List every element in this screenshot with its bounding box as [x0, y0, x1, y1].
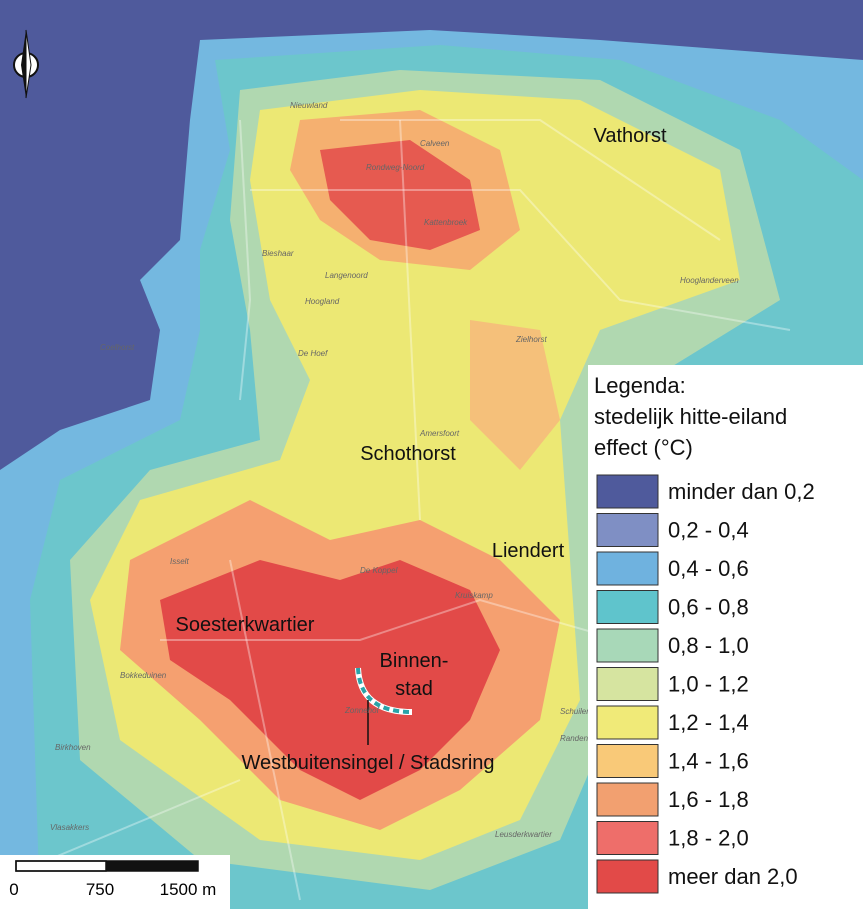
legend-label: 1,4 - 1,6 [668, 749, 749, 774]
legend-label: meer dan 2,0 [668, 864, 798, 889]
small-label: Rondweg-Noord [366, 163, 425, 172]
small-label: Kattenbroek [424, 218, 468, 227]
scale-label: 0 [9, 880, 18, 899]
legend-swatch [596, 667, 659, 701]
legend-swatch [596, 590, 659, 624]
place-label: Schothorst [360, 443, 456, 465]
zone-red [320, 140, 480, 250]
small-label: Leusderkwartier [495, 830, 552, 839]
legend: Legenda: stedelijk hitte-eiland effect (°C… [594, 373, 815, 894]
scale-label: 750 [86, 880, 114, 899]
legend-label: 0,6 - 0,8 [668, 595, 749, 620]
place-label: Liendert [492, 540, 565, 562]
small-label: Langenoord [325, 271, 368, 280]
small-label: Randenbroek [560, 734, 609, 743]
small-label: Zonnehof [344, 706, 380, 715]
small-label: Zielhorst [515, 335, 547, 344]
small-label: Hoogland [305, 297, 340, 306]
legend-label: 1,8 - 2,0 [668, 826, 749, 851]
small-label: Calveen [420, 139, 450, 148]
legend-swatch [596, 474, 659, 509]
scale-bar: 0 750 1500 m [0, 855, 230, 909]
legend-label: 1,0 - 1,2 [668, 672, 749, 697]
legend-swatch [596, 744, 659, 778]
legend-swatch [596, 782, 659, 817]
legend-label: 0,8 - 1,0 [668, 633, 749, 658]
small-label: Schuilenburg [560, 707, 607, 716]
legend-swatch [596, 513, 659, 547]
legend-label: 1,6 - 1,8 [668, 787, 749, 812]
place-label: Westbuitensingel / Stadsring [241, 752, 494, 774]
legend-label: 0,4 - 0,6 [668, 556, 749, 581]
legend-swatch [596, 551, 659, 586]
legend-label: 1,2 - 1,4 [668, 710, 749, 735]
small-label: Vlasakkers [50, 823, 89, 832]
north-arrow [13, 29, 39, 99]
legend-title: Legenda: [594, 373, 686, 398]
small-label: Hooglanderveen [680, 276, 739, 285]
small-label: De Hoef [298, 349, 328, 358]
legend-title: stedelijk hitte-eiland [594, 404, 787, 429]
small-label: Amersfoort [419, 429, 460, 438]
legend-title: effect (°C) [594, 435, 693, 460]
small-label: Coelhorst [100, 343, 135, 352]
zone-red [160, 560, 500, 800]
legend-label: 0,2 - 0,4 [668, 518, 749, 543]
legend-swatch [596, 821, 659, 855]
small-label: Bieshaar [262, 249, 294, 258]
small-label: Nieuwland [290, 101, 328, 110]
small-label: Bokkeduinen [120, 671, 167, 680]
roads [0, 119, 791, 901]
legend-swatch [596, 705, 659, 740]
place-label: Binnen- [380, 650, 449, 672]
small-label: Isselt [170, 557, 189, 566]
legend-swatch [596, 628, 659, 663]
legend-swatch [596, 859, 659, 894]
small-label: Birkhoven [55, 743, 91, 752]
small-label: De Koppel [360, 566, 398, 575]
place-label: stad [395, 678, 433, 700]
place-label: Soesterkwartier [176, 614, 315, 636]
scale-label: 1500 m [160, 880, 217, 899]
legend-label: minder dan 0,2 [668, 479, 815, 504]
place-label: Vathorst [594, 125, 667, 147]
zone-orange [470, 320, 560, 470]
ring-outline [355, 667, 413, 715]
small-label: Kruiskamp [455, 591, 493, 600]
